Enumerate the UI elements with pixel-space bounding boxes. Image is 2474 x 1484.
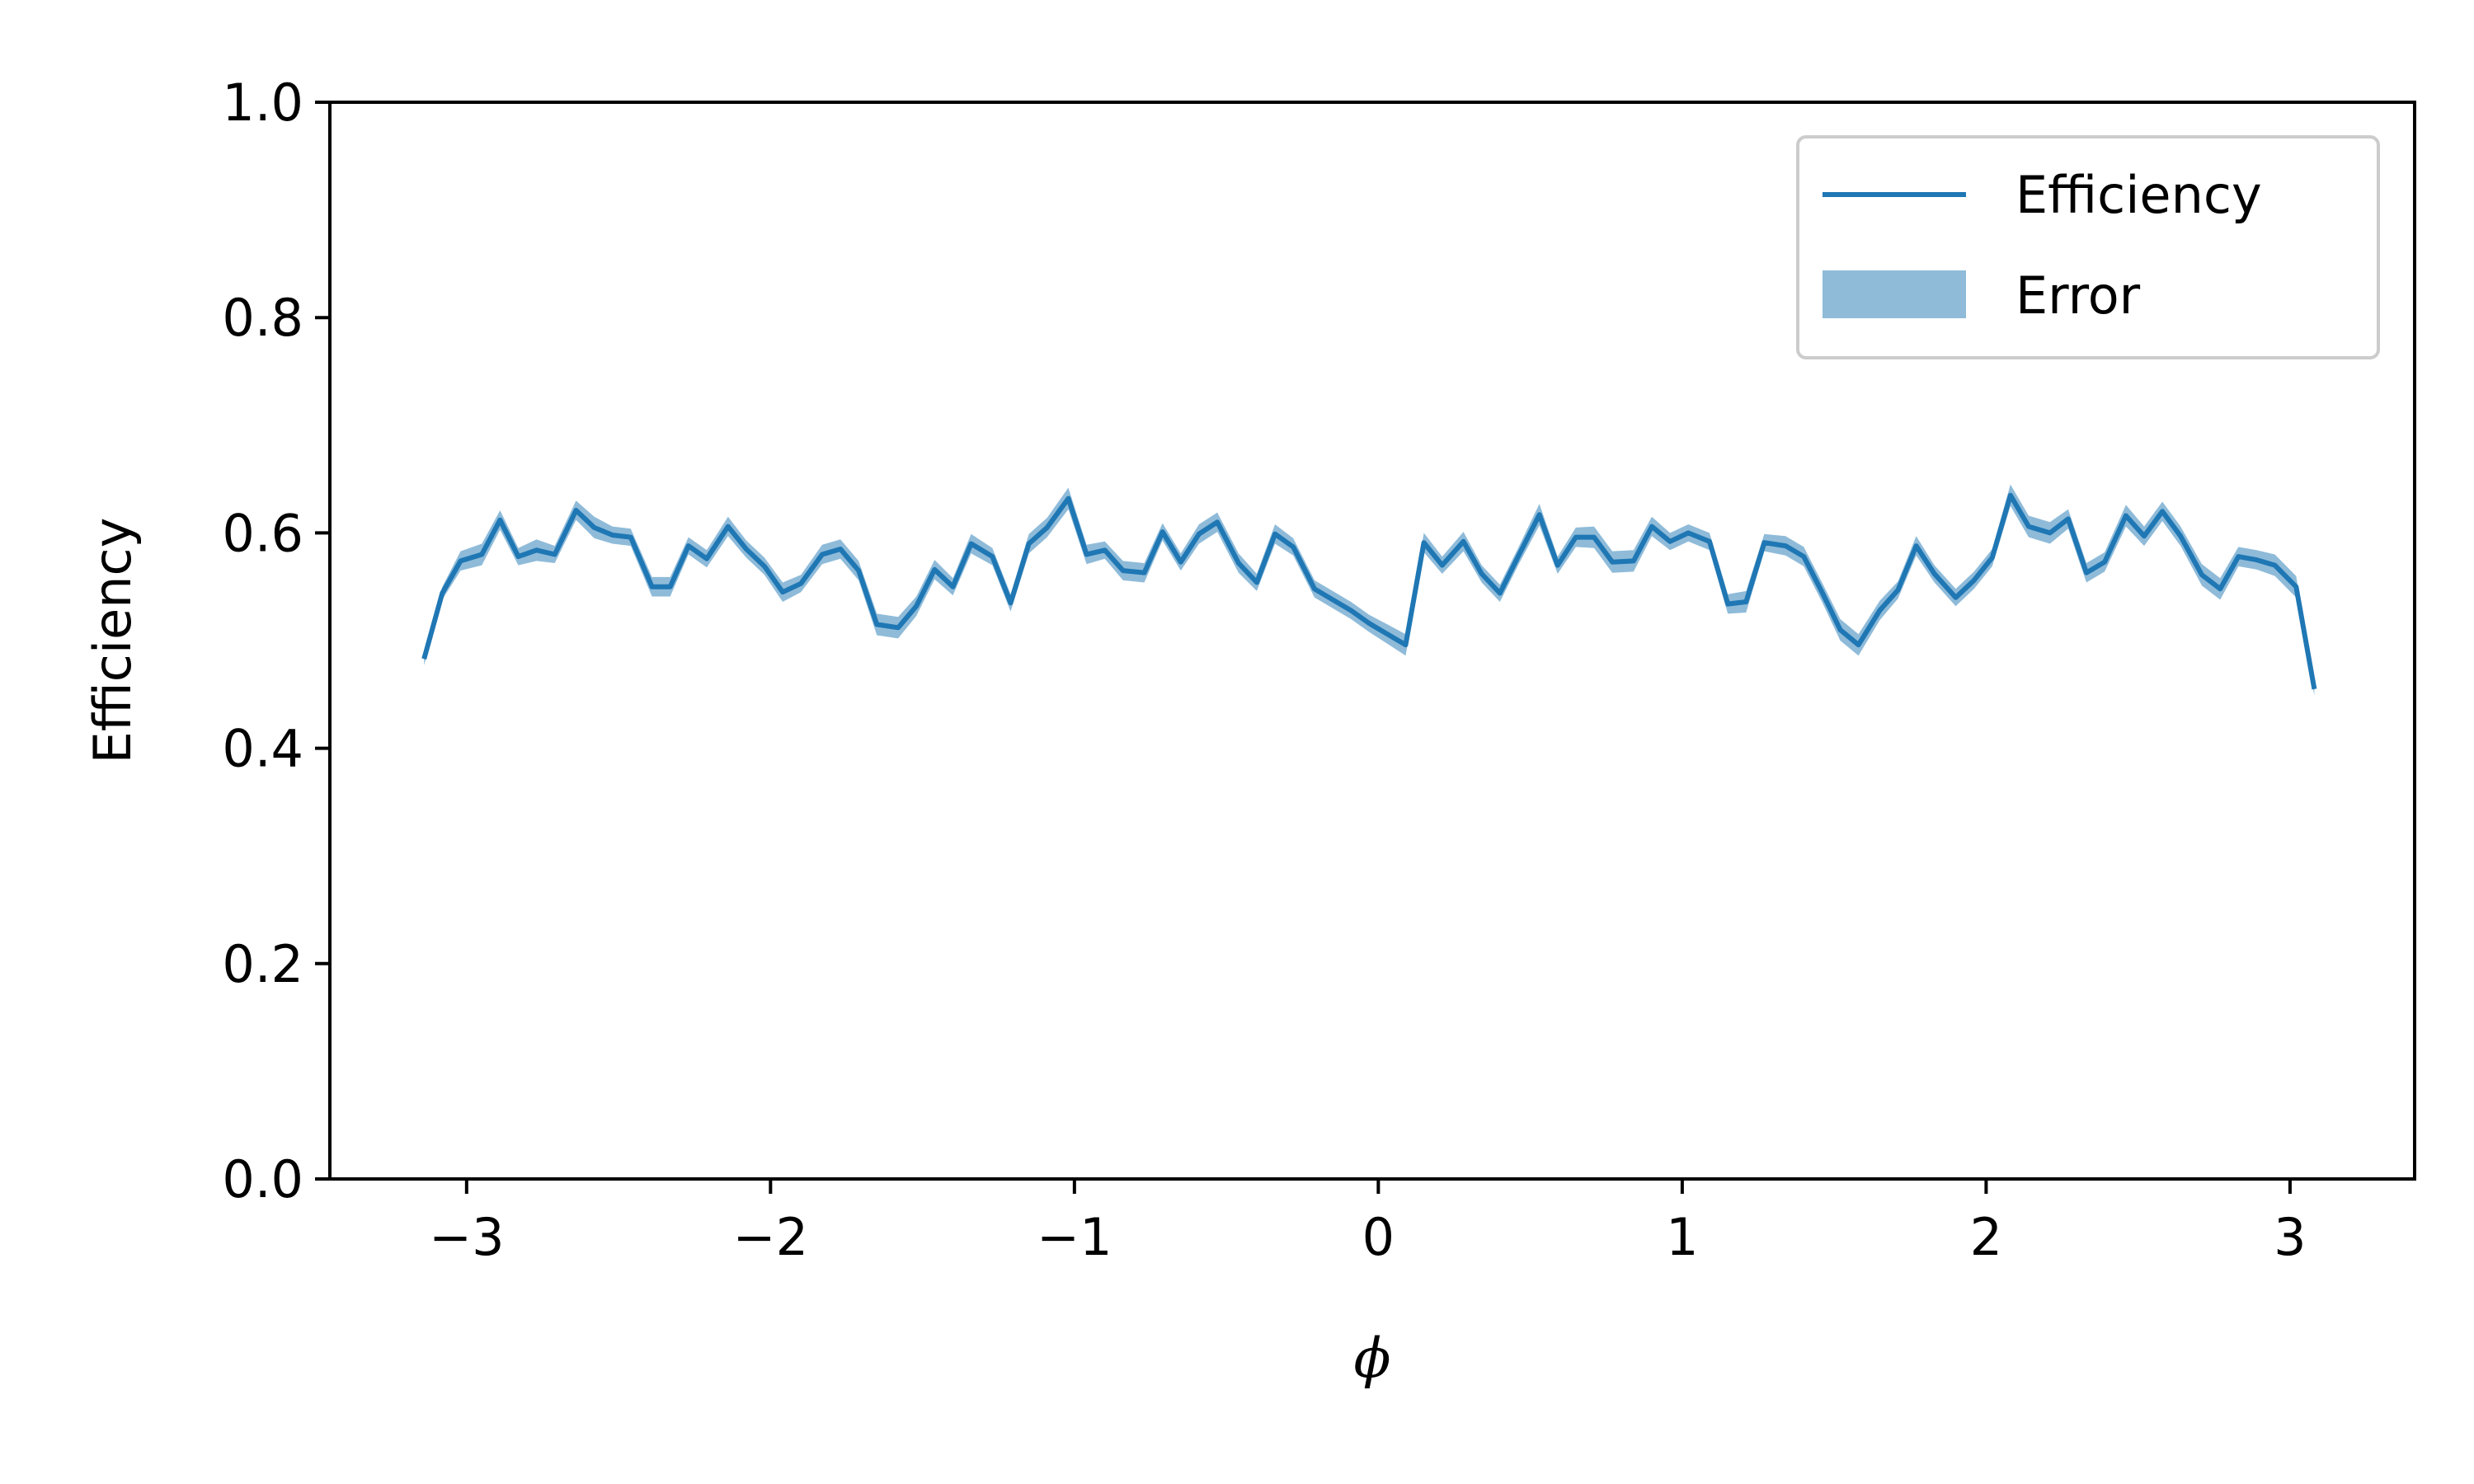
error-band [424, 484, 2315, 696]
y-tick-label: 0.2 [222, 934, 303, 994]
legend: Efficiency Error [1796, 135, 2380, 359]
legend-error-label: Error [2015, 265, 2141, 326]
y-tick-label: 1.0 [222, 73, 303, 133]
efficiency-line [421, 492, 2317, 690]
y-axis: 0.0 0.2 0.4 0.6 0.8 1.0 [222, 73, 330, 1209]
x-axis-label: ϕ [1354, 1327, 1391, 1390]
x-tick-label: −3 [429, 1207, 504, 1267]
x-tick-label: 0 [1362, 1207, 1395, 1267]
x-axis: −3 −2 −1 0 1 2 3 [429, 1179, 2307, 1267]
y-tick-label: 0.8 [222, 288, 303, 348]
y-axis-label: Efficiency [82, 518, 143, 764]
axes-frame [328, 101, 2416, 1181]
x-tick-label: 3 [2274, 1207, 2306, 1267]
y-tick-label: 0.4 [222, 719, 303, 779]
y-tick-label: 0.0 [222, 1149, 303, 1209]
x-tick-label: 1 [1666, 1207, 1698, 1267]
x-tick-label: 2 [1970, 1207, 2002, 1267]
x-tick-label: −2 [733, 1207, 808, 1267]
legend-error-swatch [1823, 270, 1966, 318]
legend-efficiency-label: Efficiency [2015, 165, 2262, 225]
x-tick-label: −1 [1037, 1207, 1112, 1267]
y-tick-label: 0.6 [222, 503, 303, 563]
plot-area [421, 484, 2317, 696]
